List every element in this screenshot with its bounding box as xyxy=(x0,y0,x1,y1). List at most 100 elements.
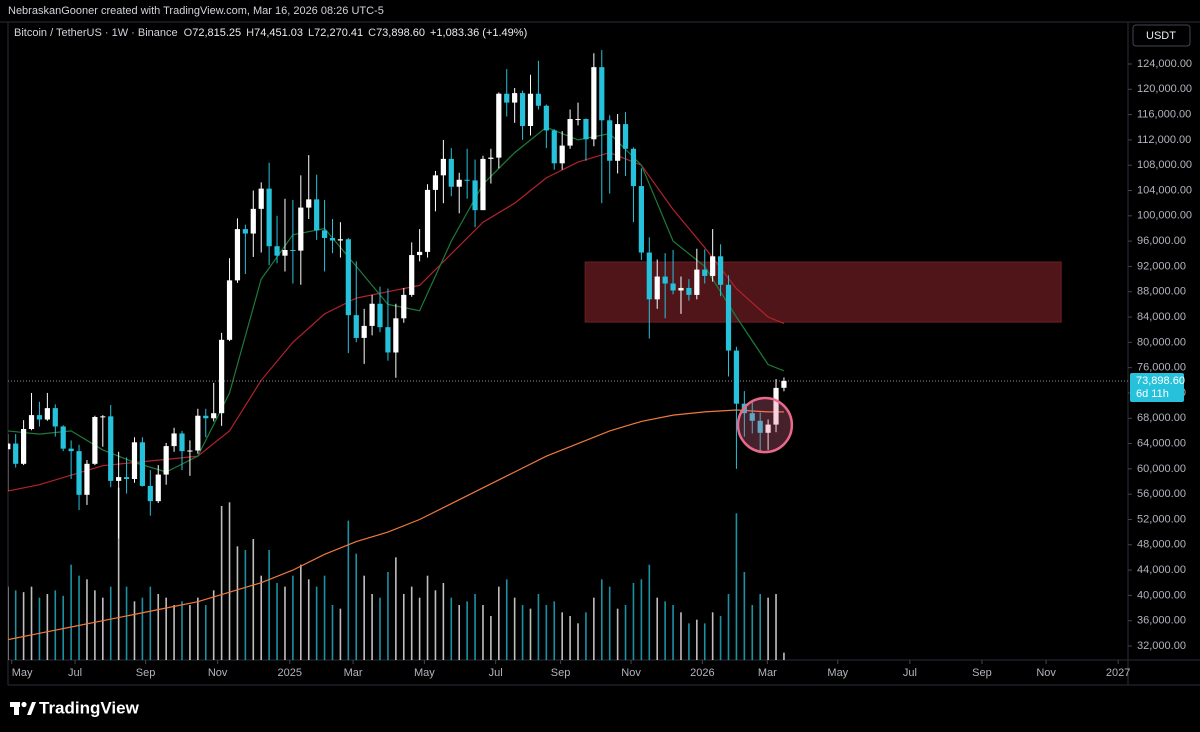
x-tick-label: Nov xyxy=(621,667,641,679)
candle-body xyxy=(615,124,621,161)
candle-body xyxy=(290,249,296,251)
volume-bar xyxy=(102,597,104,660)
volume-bar xyxy=(395,557,397,660)
y-tick-label: 76,000.00 xyxy=(1137,362,1186,374)
candle-body xyxy=(163,446,169,475)
symbol-legend: Bitcoin / TetherUS · 1W · Binance O72,815… xyxy=(14,27,527,39)
candle-body xyxy=(234,229,241,281)
candle-body xyxy=(321,230,328,238)
volume-bar xyxy=(181,601,183,660)
candle-body xyxy=(147,485,153,502)
currency[interactable]: USDT xyxy=(1146,30,1176,42)
candle-body xyxy=(575,119,581,121)
candle-body xyxy=(710,256,716,276)
candle-body xyxy=(638,186,644,253)
candle-body xyxy=(559,145,565,164)
volume-bar xyxy=(260,575,263,660)
y-tick-label: 96,000.00 xyxy=(1137,235,1186,247)
volume-bar xyxy=(157,594,160,660)
volume-bar xyxy=(727,594,730,660)
candle-body xyxy=(211,413,217,419)
logo-slash xyxy=(27,702,36,715)
candle-body xyxy=(203,415,209,419)
candle-body xyxy=(599,67,605,121)
candle-body xyxy=(131,442,138,479)
candle-body xyxy=(282,249,288,256)
moving-average xyxy=(8,409,784,641)
change: +1,083.36 (+1.49%) xyxy=(430,27,527,39)
volume-bar xyxy=(133,601,136,660)
volume-bar xyxy=(244,550,247,660)
currency-button[interactable] xyxy=(1132,24,1191,47)
volume-bar xyxy=(355,553,358,660)
volume-bar xyxy=(363,575,365,660)
candle-body xyxy=(567,119,573,146)
volume-bar xyxy=(220,506,223,660)
x-tick-label: 2026 xyxy=(690,667,714,679)
candle-body xyxy=(591,67,597,140)
candle-body xyxy=(8,443,11,450)
ohlc-key: H xyxy=(246,27,254,39)
countdown: 6d 11h xyxy=(1136,388,1169,400)
candle-body xyxy=(345,239,351,316)
volume-bar xyxy=(458,605,461,660)
ohlc-value: 74,451.03 xyxy=(254,27,303,39)
candle-body xyxy=(116,477,122,481)
volume-bar xyxy=(632,583,635,660)
candle-body xyxy=(369,303,375,326)
candle-body xyxy=(622,124,629,149)
volume-bar xyxy=(474,594,476,660)
volume-bar xyxy=(347,520,350,660)
volume-bar xyxy=(109,586,112,660)
x-tick-label: Sep xyxy=(136,667,156,679)
x-tick-label: Nov xyxy=(208,667,228,679)
candle-body xyxy=(646,252,652,300)
candle-body xyxy=(527,93,534,126)
candle-body xyxy=(773,387,779,425)
volume-bar xyxy=(38,597,41,660)
volume-bar xyxy=(585,612,587,660)
volume-bar xyxy=(680,612,682,660)
y-tick-label: 32,000.00 xyxy=(1137,640,1186,652)
volume-bar xyxy=(426,575,429,660)
x-tick-label: Sep xyxy=(972,667,992,679)
candle-body xyxy=(662,276,668,284)
ohlc-key: C xyxy=(368,27,376,39)
x-tick-label: Mar xyxy=(344,667,363,679)
x-tick-label: Jul xyxy=(903,667,917,679)
volume-bar xyxy=(276,583,278,660)
candle-body xyxy=(440,158,446,176)
candle-body xyxy=(337,239,344,241)
volume-bar xyxy=(86,579,88,660)
candle-body xyxy=(409,255,415,295)
volume-bar xyxy=(466,601,468,660)
candle-body xyxy=(361,325,367,338)
y-tick-label: 108,000.00 xyxy=(1137,159,1192,171)
candle-body xyxy=(68,448,74,452)
candle-body xyxy=(298,207,304,251)
y-tick-label: 36,000.00 xyxy=(1137,615,1186,627)
volume-bar xyxy=(62,595,65,660)
x-tick-label: May xyxy=(12,667,33,679)
volume-bar xyxy=(751,605,754,660)
supply-zone xyxy=(584,261,1062,323)
logo: TradingView xyxy=(10,698,140,717)
volume-bar xyxy=(664,601,666,660)
volume-bar xyxy=(300,564,302,660)
candle-body xyxy=(472,180,478,211)
volume-bar xyxy=(553,601,556,660)
y-tick-label: 80,000.00 xyxy=(1137,336,1186,348)
volume-bar xyxy=(387,572,389,660)
candle-body xyxy=(274,246,280,256)
candle-body xyxy=(44,408,50,420)
volume-bar xyxy=(125,586,128,660)
y-tick-label: 100,000.00 xyxy=(1137,210,1192,222)
ohlc-value: 73,898.60 xyxy=(376,27,425,39)
volume-bar xyxy=(46,594,49,660)
candle-body xyxy=(464,179,470,181)
volume-bar xyxy=(688,623,690,660)
volume-bar xyxy=(228,502,231,660)
volume-bar xyxy=(577,623,579,660)
candle-body xyxy=(21,429,27,464)
